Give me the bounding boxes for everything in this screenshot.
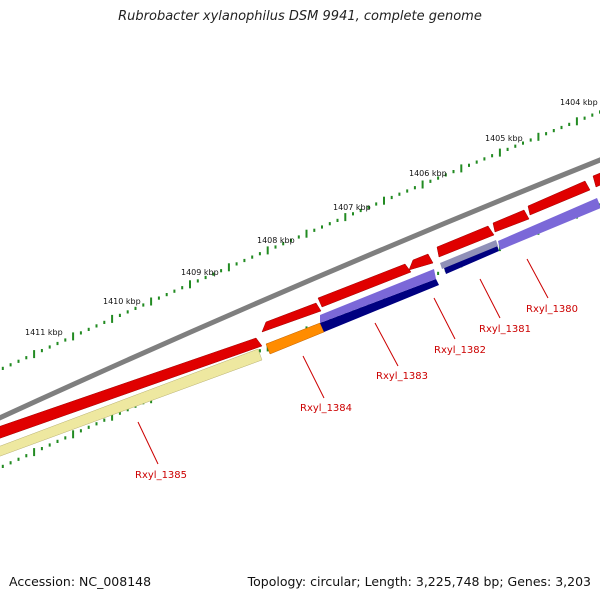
gene-arrow-1385-fwd[interactable]: [0, 337, 263, 440]
kbp-label-1408: 1408 kbp: [257, 236, 295, 245]
gene-arrow-fwd-6[interactable]: [492, 209, 530, 233]
genome-backbone: [0, 157, 600, 421]
leader-rxyl-1385: [137, 421, 159, 465]
genome-stats-text: Topology: circular; Length: 3,225,748 bp…: [247, 574, 591, 589]
gene-label-rxyl-1381[interactable]: Rxyl_1381: [479, 324, 531, 335]
kbp-labels: 1404 kbp 1405 kbp 1406 kbp 1407 kbp 1408…: [25, 98, 598, 337]
leader-rxyl-1383: [374, 322, 399, 367]
gene-arrow-fwd-5[interactable]: [436, 225, 495, 258]
kbp-label-1411: 1411 kbp: [25, 328, 63, 337]
leader-rxyl-1384: [302, 355, 325, 399]
kbp-label-1404: 1404 kbp: [560, 98, 598, 107]
gene-arrow-fwd-2[interactable]: [261, 302, 322, 333]
gene-label-rxyl-1380[interactable]: Rxyl_1380: [526, 304, 578, 315]
outer-ruler: [1, 110, 600, 370]
gene-rxyl-1380-bar[interactable]: [498, 198, 600, 250]
forward-strand-genes: [0, 171, 600, 440]
gene-arrow-fwd-7[interactable]: [527, 180, 591, 216]
reverse-strand-genes: [0, 198, 600, 458]
gene-rxyl-1382-bar[interactable]: [444, 245, 499, 274]
kbp-label-1405: 1405 kbp: [485, 134, 523, 143]
kbp-label-1406: 1406 kbp: [409, 169, 447, 178]
gene-label-rxyl-1385[interactable]: Rxyl_1385: [135, 470, 187, 481]
gene-arrow-fwd-4[interactable]: [408, 253, 434, 271]
gene-rxyl-1381-bar[interactable]: [440, 240, 498, 269]
leader-rxyl-1380: [526, 258, 549, 299]
gene-rxyl-1385-bar[interactable]: [0, 348, 263, 458]
gene-labels: Rxyl_1380 Rxyl_1381 Rxyl_1382 Rxyl_1383 …: [135, 304, 578, 481]
kbp-label-1410: 1410 kbp: [103, 297, 141, 306]
kbp-label-1409: 1409 kbp: [181, 268, 219, 277]
map-title: Rubrobacter xylanophilus DSM 9941, compl…: [118, 9, 482, 24]
gene-rxyl-1383-bar[interactable]: [320, 279, 439, 332]
accession-text: Accession: NC_008148: [9, 574, 152, 589]
gene-label-rxyl-1383[interactable]: Rxyl_1383: [376, 371, 428, 382]
gene-label-rxyl-1382[interactable]: Rxyl_1382: [434, 345, 486, 356]
gene-arrow-fwd-8[interactable]: [592, 171, 600, 188]
gene-leader-lines: [137, 258, 549, 465]
leader-rxyl-1381: [479, 278, 501, 319]
kbp-label-1407: 1407 kbp: [333, 203, 371, 212]
gene-arrow-fwd-3[interactable]: [317, 263, 412, 308]
gene-label-rxyl-1384[interactable]: Rxyl_1384: [300, 403, 352, 414]
gene-rxyl-1383-upper[interactable]: [320, 269, 436, 323]
leader-rxyl-1382: [433, 297, 456, 340]
